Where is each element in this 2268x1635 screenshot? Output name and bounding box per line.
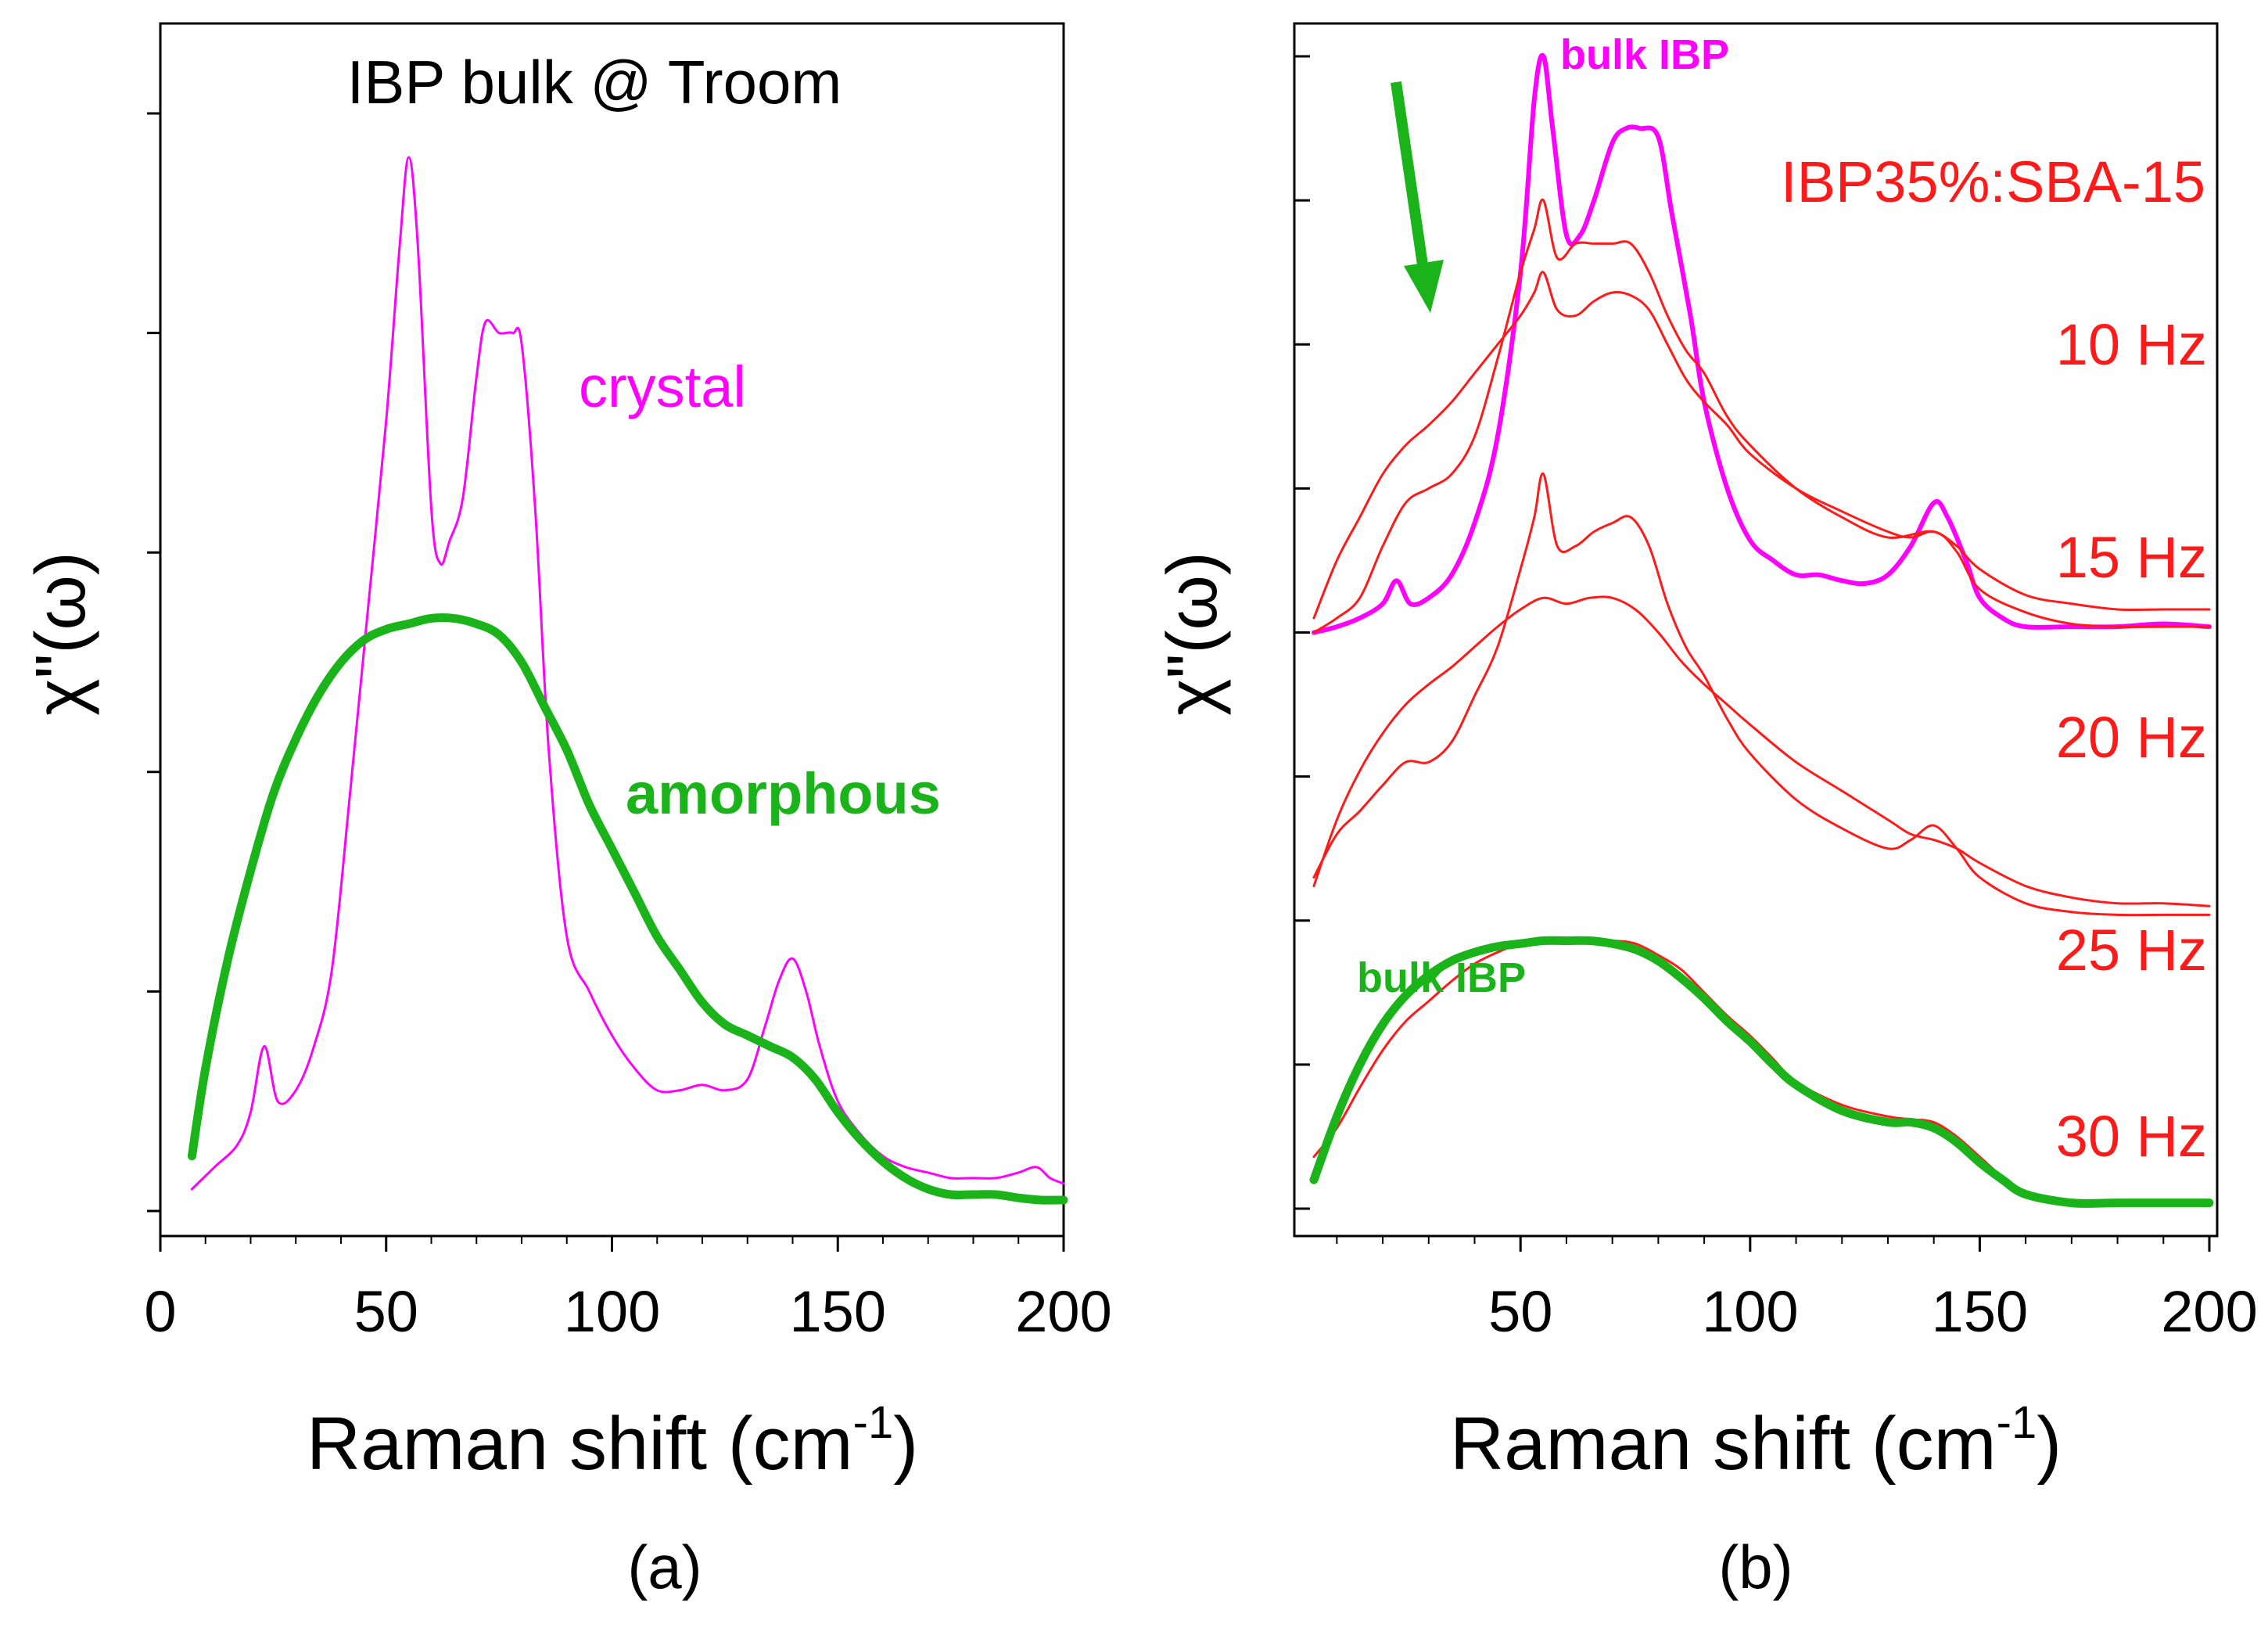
series-10-hz (1312, 198, 2211, 634)
panel-b-y-ticks (1294, 55, 1310, 1210)
series-bulk-ibp-crystal (1312, 52, 2212, 635)
x-tick-label: 200 (1015, 1279, 1111, 1344)
panel-a-title: IBP bulk @ Troom (347, 48, 842, 117)
x-tick-label: 100 (1702, 1279, 1798, 1344)
curve-label-20hz: 20 Hz (2056, 705, 2207, 770)
annotation-bulk-ibp-bottom: bulk IBP (1357, 954, 1526, 1001)
series-crystal (190, 156, 1065, 1191)
panel-a-label: (a) (627, 1533, 702, 1601)
annotation-bulk-ibp-top: bulk IBP (1560, 31, 1729, 78)
panel-b: 50 100 150 200 bulk IBP IBP35%:SBA-15 10 Hz… (1154, 22, 2258, 1601)
x-tick-label: 50 (354, 1279, 418, 1344)
legend-amorphous-label: amorphous (626, 761, 941, 826)
curve-label-15hz: 15 Hz (2056, 525, 2207, 590)
series-15-hz (1312, 473, 2211, 917)
x-tick-label: 150 (790, 1279, 886, 1344)
x-tick-label: 200 (2161, 1279, 2257, 1344)
legend-crystal-label: crystal (579, 354, 746, 419)
green-arrow-icon (1391, 81, 1444, 313)
curve-label-25hz: 25 Hz (2056, 918, 2207, 983)
panel-a-y-label: χ"(ω) (22, 552, 100, 715)
series-bulk-ibp-amorphous (1309, 936, 2214, 1208)
panel-b-y-label: χ"(ω) (1154, 552, 1232, 715)
curve-label-30hz: 30 Hz (2056, 1104, 2207, 1169)
panel-a-x-ticks: 0 50 100 150 200 (144, 1236, 1112, 1344)
panel-b-frame (1293, 22, 2219, 1238)
x-tick-label: 150 (1932, 1279, 2028, 1344)
x-tick-label: 100 (564, 1279, 660, 1344)
series-amorphous (187, 613, 1068, 1205)
panel-a-series (187, 156, 1068, 1205)
panel-a-x-label: Raman shift (cm-1) (307, 1397, 918, 1486)
curve-label-10hz: 10 Hz (2056, 312, 2207, 377)
panel-a-frame (159, 22, 1065, 1238)
panel-b-label: (b) (1718, 1533, 1793, 1601)
panel-b-series (1309, 52, 2214, 1208)
panel-b-x-ticks: 50 100 150 200 (1336, 1236, 2258, 1344)
panel-a: 0 50 100 150 200 IBP bulk @ Troom crystal am… (22, 22, 1112, 1601)
panel-b-title: IBP35%:SBA-15 (1781, 149, 2205, 214)
series-25-hz (1312, 595, 2211, 907)
x-tick-label: 50 (1488, 1279, 1552, 1344)
panel-b-x-label: Raman shift (cm-1) (1450, 1397, 2062, 1486)
series-20-hz (1312, 271, 2211, 620)
x-tick-label: 0 (144, 1279, 176, 1344)
panel-a-y-ticks (147, 112, 160, 1213)
